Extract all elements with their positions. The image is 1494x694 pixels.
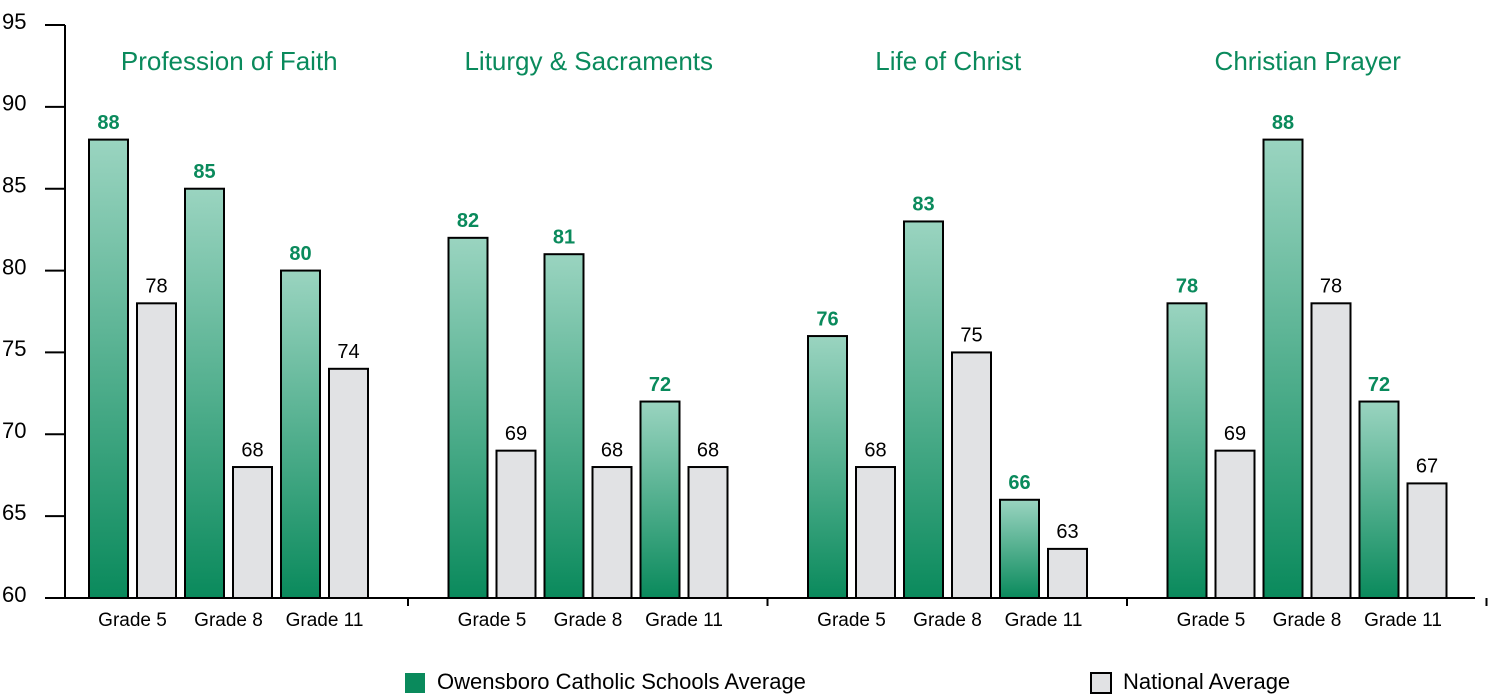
value-label: 63 (1056, 521, 1078, 543)
group-title: Liturgy & Sacraments (464, 46, 713, 76)
x-tick-label: Grade 8 (554, 610, 623, 631)
bar (807, 335, 848, 599)
bar (687, 466, 729, 599)
legend-label: National Average (1123, 669, 1290, 694)
value-label: 78 (145, 276, 167, 298)
value-label: 72 (1368, 374, 1390, 396)
y-tick-label: 85 (2, 173, 26, 198)
x-tick-label: Grade 5 (817, 610, 886, 631)
value-label: 68 (864, 439, 886, 461)
value-label: 78 (1176, 276, 1198, 298)
legend-label: Owensboro Catholic Schools Average (437, 669, 806, 694)
value-label: 76 (816, 308, 838, 330)
bar (232, 466, 273, 599)
bar (88, 138, 129, 599)
bar (1358, 400, 1400, 599)
x-tick-label: Grade 8 (194, 610, 263, 631)
value-label: 68 (241, 439, 263, 461)
bar (951, 351, 992, 599)
x-tick-label: Grade 11 (1005, 610, 1083, 631)
value-label: 67 (1416, 456, 1438, 478)
value-label: 85 (193, 161, 215, 183)
bar (328, 367, 369, 599)
bar (184, 187, 225, 599)
value-label: 69 (505, 423, 527, 445)
x-tick-label: Grade 8 (913, 610, 982, 631)
value-label: 75 (960, 325, 982, 347)
bar (999, 498, 1040, 599)
bar (280, 269, 321, 599)
bar (1214, 449, 1256, 599)
y-tick-label: 95 (2, 9, 26, 34)
bar (136, 302, 177, 599)
value-label: 78 (1320, 276, 1342, 298)
value-label: 80 (289, 243, 311, 265)
value-label: 68 (601, 439, 623, 461)
bar (447, 236, 489, 599)
value-label: 68 (697, 439, 719, 461)
x-tick-label: Grade 11 (645, 610, 723, 631)
y-tick-label: 65 (2, 500, 26, 525)
y-tick-label: 75 (2, 336, 26, 361)
y-tick-label: 70 (2, 418, 26, 443)
x-tick-label: Grade 11 (286, 610, 364, 631)
value-label: 83 (912, 194, 934, 216)
bar (1406, 482, 1448, 599)
value-label: 82 (457, 210, 479, 232)
bar (543, 253, 585, 599)
bar (1262, 138, 1304, 599)
bar (495, 449, 537, 599)
bar (903, 220, 944, 599)
value-label: 69 (1224, 423, 1246, 445)
bar (1310, 302, 1352, 599)
value-label: 74 (337, 341, 359, 363)
x-tick-label: Grade 11 (1364, 610, 1442, 631)
bar (591, 466, 633, 599)
x-tick-label: Grade 5 (1177, 610, 1246, 631)
x-tick-label: Grade 8 (1273, 610, 1342, 631)
group-title: Life of Christ (875, 46, 1022, 76)
value-label: 81 (553, 226, 575, 248)
bar (639, 400, 681, 599)
legend-swatch (405, 673, 425, 693)
y-tick-label: 80 (2, 254, 26, 279)
y-tick-label: 90 (2, 91, 26, 116)
x-tick-label: Grade 5 (458, 610, 527, 631)
group-title: Christian Prayer (1215, 46, 1402, 76)
bar (1047, 547, 1088, 600)
bar (855, 466, 896, 599)
value-label: 88 (1272, 112, 1294, 134)
bar (1166, 302, 1208, 599)
legend-swatch (1090, 672, 1112, 694)
value-label: 72 (649, 374, 671, 396)
value-label: 88 (97, 112, 119, 134)
value-label: 66 (1008, 472, 1030, 494)
group-title: Profession of Faith (121, 46, 338, 76)
y-tick-label: 60 (2, 582, 26, 607)
x-tick-label: Grade 5 (98, 610, 167, 631)
